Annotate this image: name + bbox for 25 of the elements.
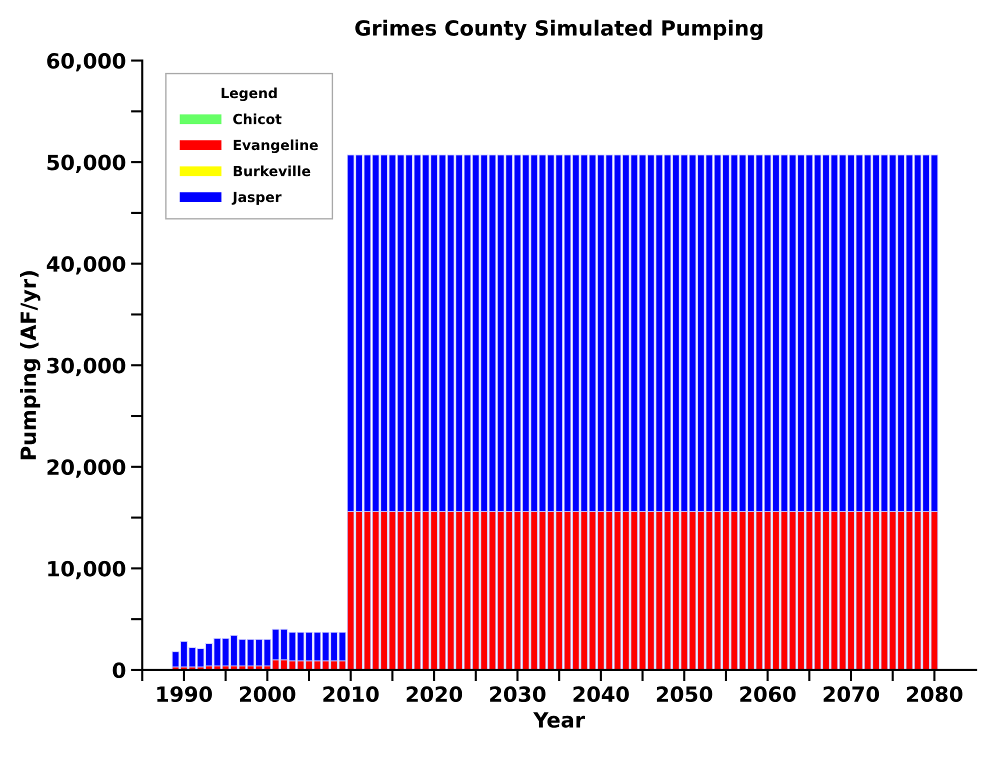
- y-tick-label: 30,000: [47, 358, 126, 376]
- y-tick-label: 10,000: [48, 560, 126, 580]
- legend-label: Evangeline: [234, 139, 318, 154]
- legend-label: Burkeville: [234, 166, 310, 176]
- x-tick-label: 2010: [323, 686, 379, 702]
- x-tick-label: 2060: [740, 686, 796, 702]
- x-tick-label: 2030: [490, 686, 546, 702]
- x-tick-label: 2070: [824, 686, 880, 702]
- x-axis-title: Year: [533, 712, 585, 728]
- y-tick-label: 60,000: [47, 53, 126, 72]
- legend-label: Chicot: [233, 114, 282, 124]
- x-tick-label: 1990: [157, 686, 212, 702]
- x-tick-label: 2020: [406, 686, 462, 702]
- y-tick-label: 40,000: [46, 256, 126, 275]
- y-tick-label: 20,000: [48, 459, 126, 478]
- x-tick-label: 2050: [656, 686, 712, 702]
- y-tick-label: 0: [112, 662, 126, 678]
- chart-title: Grimes County Simulated Pumping: [355, 20, 762, 40]
- legend-title: Legend: [222, 87, 277, 102]
- x-tick-label: 2000: [240, 686, 296, 702]
- x-tick-label: 2040: [574, 686, 629, 702]
- y-axis-title: Pumping (AF/yr): [20, 271, 40, 460]
- legend-label: Jasper: [232, 192, 282, 205]
- x-tick-label: 2080: [907, 686, 962, 702]
- y-tick-label: 50,000: [47, 154, 126, 173]
